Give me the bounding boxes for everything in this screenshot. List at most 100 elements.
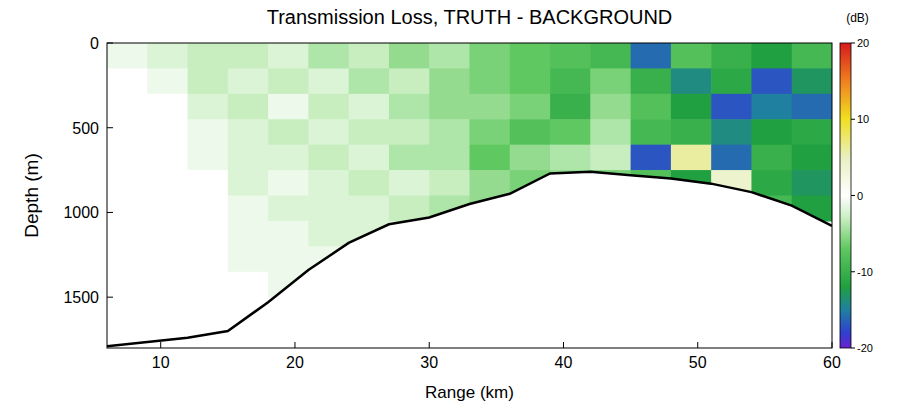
- heat-cell: [349, 43, 390, 69]
- heat-cell: [751, 68, 792, 94]
- heat-cell: [188, 145, 229, 171]
- heat-cell: [389, 119, 430, 145]
- heat-cell: [268, 119, 309, 145]
- x-tick-label: 20: [286, 354, 304, 371]
- heat-cell: [389, 43, 430, 69]
- heat-cell: [550, 43, 591, 69]
- x-tick: [160, 342, 161, 348]
- heat-cell: [147, 170, 188, 196]
- heat-cell: [147, 119, 188, 145]
- heat-cell: [228, 68, 269, 94]
- heat-cell: [268, 246, 309, 272]
- heat-cell: [711, 43, 752, 69]
- y-tick: [107, 43, 113, 44]
- heat-cell: [510, 119, 551, 145]
- heat-cell: [751, 119, 792, 145]
- heat-cell: [268, 68, 309, 94]
- heat-cell: [188, 119, 229, 145]
- heat-cell: [228, 145, 269, 171]
- heat-cell: [631, 170, 672, 196]
- x-tick-label: 30: [420, 354, 438, 371]
- cells: [107, 43, 832, 348]
- heat-cell: [751, 94, 792, 120]
- y-tick-label: 0: [90, 35, 99, 52]
- x-tick: [563, 342, 564, 348]
- heat-cell: [429, 170, 470, 196]
- x-tick: [294, 342, 295, 348]
- heat-cell: [470, 119, 511, 145]
- heat-cell: [308, 246, 349, 272]
- chart: 102030405060050010001500Transmission Los…: [0, 0, 901, 408]
- y-tick: [107, 297, 113, 298]
- heat-cell: [228, 246, 269, 272]
- heat-cell: [107, 170, 148, 196]
- heat-cell: [188, 68, 229, 94]
- x-tick-label: 40: [555, 354, 573, 371]
- colorbar-tick: [851, 271, 855, 272]
- heat-cell: [751, 170, 792, 196]
- x-axis-title: Range (km): [425, 383, 514, 402]
- heat-cell: [751, 145, 792, 171]
- heat-cell: [107, 94, 148, 120]
- heat-cell: [510, 94, 551, 120]
- heat-cell: [147, 43, 188, 69]
- heat-cell: [228, 297, 269, 323]
- heat-cell: [550, 94, 591, 120]
- heat-cell: [228, 196, 269, 222]
- heat-cell: [590, 119, 631, 145]
- heat-cell: [671, 119, 712, 145]
- heat-cell: [268, 196, 309, 222]
- heat-cell: [792, 94, 832, 120]
- plot-frame: [107, 43, 832, 348]
- heat-cell: [228, 221, 269, 247]
- heat-cell: [107, 119, 148, 145]
- heat-cell: [349, 196, 390, 222]
- heat-cell: [349, 170, 390, 196]
- heat-cell: [228, 43, 269, 69]
- colorbar-tick-label: 0: [857, 190, 863, 202]
- heat-cell: [308, 94, 349, 120]
- x-tick: [832, 342, 833, 348]
- heat-cell: [349, 119, 390, 145]
- heat-cell: [308, 43, 349, 69]
- heat-cell: [107, 297, 148, 323]
- heat-cell: [308, 119, 349, 145]
- heat-cell: [751, 43, 792, 69]
- heat-cell: [188, 272, 229, 298]
- heat-cell: [147, 145, 188, 171]
- heat-cell: [188, 43, 229, 69]
- heat-cell: [792, 170, 832, 196]
- heat-cell: [308, 221, 349, 247]
- heat-cell: [268, 170, 309, 196]
- plot-background: [107, 43, 832, 348]
- colorbar-tick-label: 20: [857, 37, 869, 49]
- heat-cell: [228, 170, 269, 196]
- heat-cell: [470, 145, 511, 171]
- heat-cell: [308, 196, 349, 222]
- heat-cell: [470, 170, 511, 196]
- colorbar-title: (dB): [846, 11, 869, 25]
- heat-cell: [268, 94, 309, 120]
- heat-cell: [228, 272, 269, 298]
- heat-cell: [792, 68, 832, 94]
- heat-cell: [429, 196, 470, 222]
- heat-cell: [470, 68, 511, 94]
- x-tick-label: 60: [823, 354, 841, 371]
- heat-cell: [308, 145, 349, 171]
- y-tick: [107, 127, 113, 128]
- heat-cell: [631, 94, 672, 120]
- heat-cell: [510, 68, 551, 94]
- heat-cell: [268, 221, 309, 247]
- heat-cell: [671, 68, 712, 94]
- heat-cell: [631, 68, 672, 94]
- heat-cell: [429, 43, 470, 69]
- heat-cell: [429, 94, 470, 120]
- heat-cell: [268, 43, 309, 69]
- heat-cell: [228, 119, 269, 145]
- colorbar-tick-label: 10: [857, 113, 869, 125]
- heat-cell: [631, 43, 672, 69]
- heat-cell: [429, 119, 470, 145]
- heat-cell: [147, 272, 188, 298]
- heat-cell: [147, 297, 188, 323]
- bathymetry-line: [107, 172, 832, 347]
